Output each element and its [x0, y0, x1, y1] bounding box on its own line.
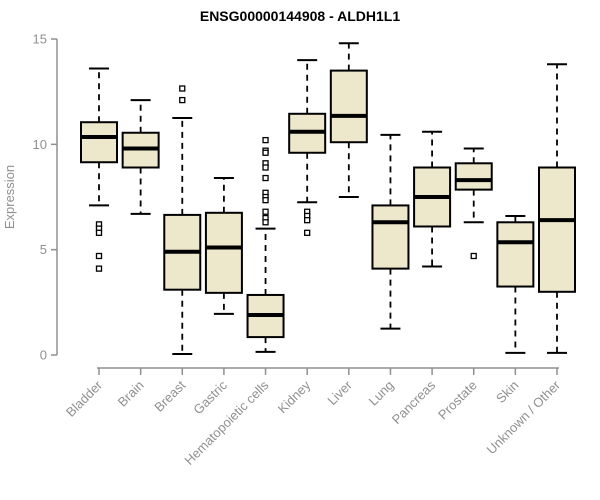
x-tick-label: Brain	[115, 378, 147, 410]
outlier-point	[95, 265, 103, 272]
outlier-point	[470, 252, 477, 260]
iqr-box	[454, 162, 493, 191]
iqr-box	[204, 211, 243, 294]
outlier-point	[262, 174, 269, 182]
x-tick-label: Kidney	[275, 377, 314, 416]
chart-title: ENSG00000144908 - ALDH1L1	[200, 8, 400, 24]
box-group-kidney	[288, 59, 327, 236]
y-tick-label: 10	[33, 137, 47, 152]
x-tick-label: Unknown / Other	[484, 377, 564, 457]
iqr-box	[329, 69, 368, 144]
outlier-point	[304, 217, 311, 224]
iqr-box	[371, 204, 410, 270]
y-axis-label: Expression	[2, 165, 17, 229]
outlier-point	[262, 149, 269, 156]
iqr-box	[80, 121, 118, 164]
boxplot-series	[80, 42, 576, 355]
x-tick-label: Prostate	[435, 378, 480, 423]
outlier-point	[262, 197, 269, 204]
y-tick-label: 0	[40, 348, 47, 363]
outlier-point	[179, 96, 186, 104]
iqr-box	[496, 221, 535, 288]
outlier-point	[95, 229, 103, 236]
box-group-brain	[121, 99, 160, 215]
outlier-point	[304, 229, 311, 236]
box-group-prostate	[454, 147, 493, 260]
x-tick-label: Pancreas	[389, 377, 439, 427]
outlier-point	[262, 208, 269, 215]
y-tick-label: 5	[40, 242, 47, 257]
box-group-breast	[163, 85, 202, 355]
box-group-lung	[371, 133, 410, 330]
box-group-liver	[329, 42, 368, 198]
box-group-pancreas	[413, 130, 452, 268]
x-tick-label: Bladder	[63, 377, 106, 420]
box-group-unknown-other	[538, 63, 576, 354]
box-group-skin	[496, 214, 535, 354]
box-group-bladder	[80, 67, 118, 272]
outlier-point	[262, 136, 269, 144]
outlier-point	[95, 252, 103, 260]
outlier-point	[179, 85, 186, 92]
x-tick-label: Gastric	[190, 377, 230, 417]
y-axis: 0 5 10 15	[33, 32, 58, 363]
x-tick-label: Lung	[366, 378, 397, 409]
x-tick-label: Liver	[324, 377, 355, 408]
outlier-point	[262, 164, 269, 171]
iqr-box	[538, 166, 576, 293]
box-group-gastric	[204, 177, 243, 315]
box-group-hematopoietic-cells	[246, 136, 285, 353]
y-tick-label: 15	[33, 32, 47, 47]
x-tick-label: Breast	[151, 377, 188, 414]
outlier-point	[262, 219, 269, 226]
x-tick-label: Skin	[493, 378, 521, 406]
